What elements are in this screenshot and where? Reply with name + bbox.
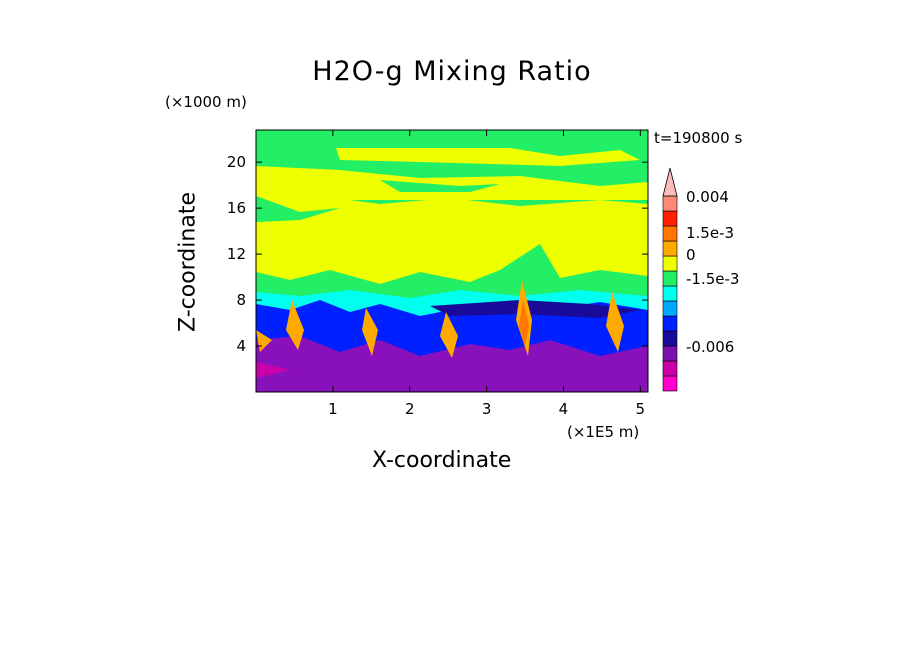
colorbar-level	[662, 225, 678, 242]
colorbar-label: 1.5e-3	[686, 224, 734, 242]
plume-5	[606, 292, 624, 352]
chart-title: H2O-g Mixing Ratio	[312, 56, 592, 87]
axis-ticks	[256, 130, 648, 392]
upper-yellow-streak-1	[336, 148, 640, 166]
surface-magenta-patch	[256, 362, 290, 378]
colorbar-extend-arrow	[662, 167, 678, 197]
plume-4-core	[519, 300, 529, 346]
colorbar-level	[662, 360, 678, 377]
colorbar-level	[662, 330, 678, 347]
middle-green-patch	[256, 196, 340, 222]
colorbar-level	[662, 255, 678, 272]
x-tick-label: 5	[636, 400, 646, 418]
time-label: t=190800 s	[654, 129, 743, 147]
colorbar-level	[662, 300, 678, 317]
x-tick-label: 2	[405, 400, 415, 418]
y-tick-label: 16	[227, 199, 246, 217]
upper-green-patch	[380, 180, 500, 192]
colorbar-level	[662, 270, 678, 287]
colorbar-level	[662, 240, 678, 257]
band-lower-navy	[430, 300, 640, 318]
colorbar-level	[662, 315, 678, 332]
colorbar-level	[662, 375, 678, 392]
z-axis-unit: (×1000 m)	[165, 93, 247, 111]
plume-1	[286, 300, 304, 350]
x-tick-label: 3	[482, 400, 492, 418]
band-near-surface	[256, 336, 648, 392]
y-tick-label: 20	[227, 153, 246, 171]
colorbar-label: -0.006	[686, 338, 734, 356]
colorbar-label: -1.5e-3	[686, 270, 739, 288]
colorbar-level	[662, 285, 678, 302]
plume-2	[362, 308, 378, 356]
colorbar-level	[662, 210, 678, 227]
x-axis-title: X-coordinate	[372, 448, 512, 473]
x-tick-label: 1	[328, 400, 338, 418]
colorbar-labels: 0.004 1.5e-3 0 -1.5e-3 -0.006	[686, 188, 739, 356]
x-axis-unit: (×1E5 m)	[567, 423, 640, 441]
plot-frame	[255, 129, 649, 393]
y-tick-label: 4	[236, 337, 246, 355]
contour-field	[256, 130, 648, 392]
colorbar-label: 0	[686, 246, 696, 264]
upper-yellow-streak-2	[256, 166, 648, 200]
y-tick-label: 12	[227, 245, 246, 263]
colorbar-label: 0.004	[686, 188, 729, 206]
colorbar-level	[662, 345, 678, 362]
y-tick-label: 8	[236, 291, 246, 309]
colorbar-level	[662, 195, 678, 212]
x-tick-label: 4	[559, 400, 569, 418]
colorbar	[662, 167, 678, 392]
plume-3	[440, 312, 458, 358]
